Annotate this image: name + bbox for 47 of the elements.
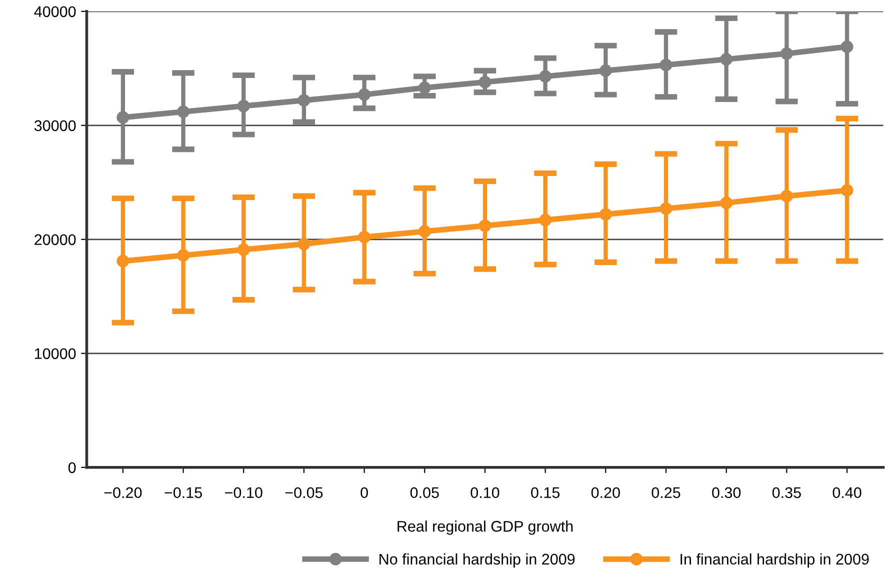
x-tick-label: 0: [360, 487, 368, 498]
x-tick-label: 0.35: [772, 487, 801, 498]
y-tick-label: 30000: [34, 120, 76, 132]
point: [840, 40, 854, 53]
x-tick-label: 0.40: [832, 487, 862, 498]
point: [599, 208, 612, 221]
y-tick-label: 40000: [34, 6, 76, 18]
point: [177, 249, 190, 262]
point: [660, 58, 672, 72]
x-tick-label: −0.15: [164, 487, 202, 498]
point: [478, 76, 492, 88]
x-tick-label: 0.20: [591, 487, 620, 498]
point: [660, 202, 672, 215]
point: [298, 94, 310, 107]
x-tick-label: 0.05: [410, 487, 439, 498]
x-tick-label: −0.20: [104, 487, 142, 498]
point: [298, 238, 310, 250]
x-axis-title: Real regional GDP growth: [398, 520, 573, 535]
legend-label: In financial hardship in 2009: [680, 553, 869, 568]
point: [358, 88, 371, 101]
legend-label: No financial hardship in 2009: [380, 553, 575, 568]
x-tick-label: 0.30: [712, 487, 741, 498]
point: [840, 184, 854, 197]
point: [358, 230, 371, 244]
point: [780, 190, 793, 202]
x-tick-label: 0.15: [531, 487, 560, 498]
point: [418, 225, 431, 238]
point: [478, 219, 492, 232]
point: [539, 70, 552, 83]
point: [720, 53, 733, 66]
point: [237, 243, 250, 256]
point: [539, 214, 552, 226]
point: [116, 254, 130, 268]
point: [720, 196, 733, 210]
y-tick-label: 10000: [35, 348, 76, 360]
point: [780, 47, 793, 60]
x-tick-label: 0.10: [470, 487, 500, 498]
point: [237, 100, 250, 112]
x-tick-label: −0.05: [285, 487, 323, 498]
x-tick-label: −0.10: [225, 487, 262, 498]
point: [418, 82, 431, 94]
y-tick-label: 0: [68, 462, 76, 474]
point: [599, 64, 612, 77]
x-tick-label: 0.25: [652, 487, 680, 498]
point: [116, 111, 130, 124]
point: [177, 105, 190, 118]
y-tick-label: 20000: [34, 234, 76, 246]
